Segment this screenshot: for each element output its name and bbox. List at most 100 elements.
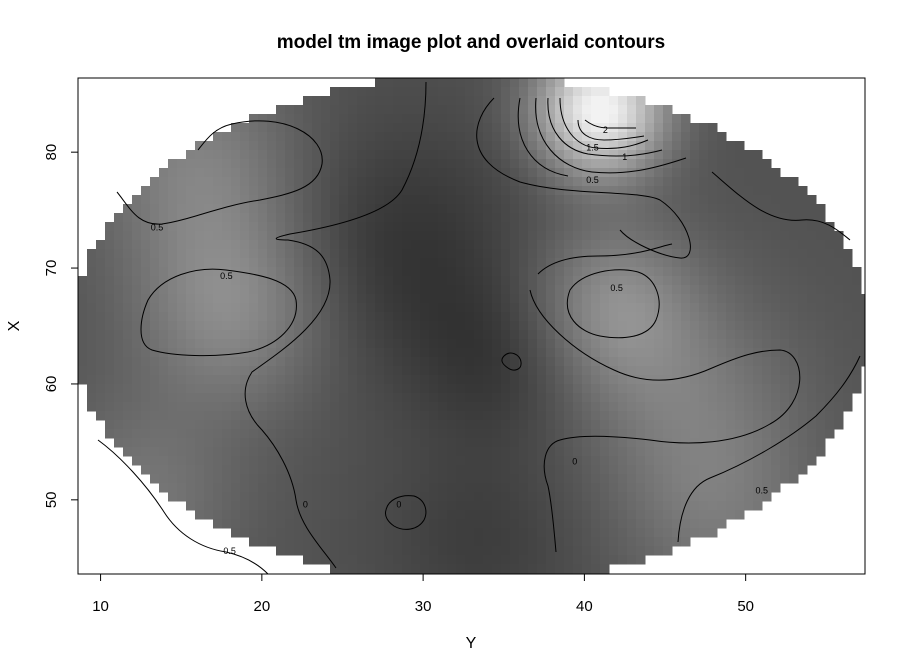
heat-cell — [411, 96, 421, 106]
heat-cell — [204, 492, 214, 502]
heat-cell — [519, 177, 529, 187]
heat-cell — [798, 456, 808, 466]
heat-cell — [780, 312, 790, 322]
heat-cell — [654, 402, 664, 412]
heat-cell — [708, 438, 718, 448]
heat-cell — [294, 339, 304, 349]
heat-cell — [303, 375, 313, 385]
heat-cell — [159, 285, 169, 295]
contour-line — [517, 97, 569, 177]
heat-cell — [267, 222, 277, 232]
heat-cell — [258, 474, 268, 484]
heat-cell — [249, 132, 259, 142]
heat-cell — [312, 420, 322, 430]
heat-cell — [771, 240, 781, 250]
heat-cell — [690, 393, 700, 403]
heat-cell — [699, 339, 709, 349]
heat-cell — [312, 123, 322, 133]
heat-cell — [258, 123, 268, 133]
heat-cell — [510, 204, 520, 214]
heat-cell — [231, 339, 241, 349]
heat-cell — [690, 474, 700, 484]
heat-cell — [204, 303, 214, 313]
heat-cell — [393, 564, 403, 574]
heat-cell — [177, 474, 187, 484]
heat-cell — [456, 339, 466, 349]
heat-cell — [465, 384, 475, 394]
heat-cell — [375, 78, 385, 88]
heat-cell — [231, 465, 241, 475]
heat-cell — [501, 168, 511, 178]
heat-cell — [411, 537, 421, 547]
heat-cell — [807, 195, 817, 205]
contour-label: 0 — [396, 499, 401, 509]
heat-cell — [789, 474, 799, 484]
heat-cell — [159, 357, 169, 367]
x-axis: 10 20 30 40 50 — [92, 574, 754, 615]
heat-cell — [654, 186, 664, 196]
heat-cell — [366, 483, 376, 493]
heat-cell — [456, 321, 466, 331]
heat-cell — [231, 456, 241, 466]
heat-cell — [618, 321, 628, 331]
heat-cell — [492, 519, 502, 529]
heat-cell — [150, 240, 160, 250]
heat-cell — [393, 177, 403, 187]
heat-cell — [276, 384, 286, 394]
heat-cell — [699, 213, 709, 223]
heat-cell — [564, 402, 574, 412]
heat-cell — [699, 240, 709, 250]
heat-cell — [321, 402, 331, 412]
heat-cell — [357, 303, 367, 313]
heat-cell — [744, 276, 754, 286]
heat-cell — [528, 303, 538, 313]
heat-cell — [501, 366, 511, 376]
heat-cell — [276, 357, 286, 367]
heat-cell — [753, 420, 763, 430]
heat-cell — [312, 321, 322, 331]
heat-cell — [258, 114, 268, 124]
heat-cell — [429, 222, 439, 232]
heat-cell — [348, 510, 358, 520]
heat-cell — [411, 384, 421, 394]
heat-cell — [186, 177, 196, 187]
heat-cell — [555, 276, 565, 286]
heat-cell — [150, 258, 160, 268]
heat-cell — [663, 267, 673, 277]
heat-cell — [600, 312, 610, 322]
heat-cell — [744, 474, 754, 484]
heat-cell — [159, 474, 169, 484]
heat-cell — [375, 384, 385, 394]
heat-cell — [825, 429, 835, 439]
heat-cell — [186, 312, 196, 322]
heat-cell — [654, 384, 664, 394]
heat-cell — [321, 114, 331, 124]
heat-cell — [726, 213, 736, 223]
heat-cell — [240, 483, 250, 493]
heat-cell — [105, 429, 115, 439]
heat-cell — [438, 492, 448, 502]
heat-cell — [231, 258, 241, 268]
heat-cell — [519, 348, 529, 358]
heat-cell — [564, 375, 574, 385]
heat-cell — [222, 348, 232, 358]
heat-cell — [375, 87, 385, 97]
heat-cell — [312, 555, 322, 565]
heat-cell — [483, 393, 493, 403]
heat-cell — [330, 159, 340, 169]
heat-cell — [411, 501, 421, 511]
heat-cell — [294, 330, 304, 340]
heat-cell — [132, 240, 142, 250]
heat-cell — [366, 150, 376, 160]
heat-cell — [681, 402, 691, 412]
heat-cell — [510, 546, 520, 556]
heat-cell — [681, 330, 691, 340]
heat-cell — [708, 393, 718, 403]
heat-cell — [141, 186, 151, 196]
heat-cell — [618, 294, 628, 304]
heat-cell — [366, 168, 376, 178]
heat-cell — [816, 321, 826, 331]
heat-cell — [735, 294, 745, 304]
heat-cell — [204, 159, 214, 169]
heat-cell — [681, 528, 691, 538]
